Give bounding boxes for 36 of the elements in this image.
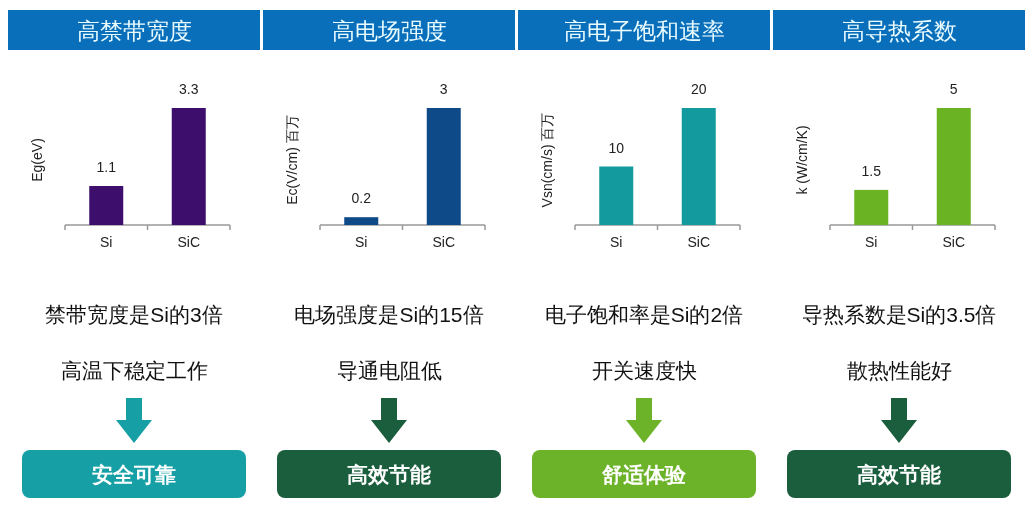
text: 散热性能好: [846, 359, 952, 382]
data-label: 3.3: [179, 81, 199, 97]
data-label: 10: [608, 139, 625, 156]
chart-title: 高电子饱和速率: [563, 18, 725, 44]
x-tick-label: Si: [355, 234, 368, 250]
text: 电子饱和率是Si的2倍: [544, 303, 744, 326]
data-label: 3: [439, 81, 448, 97]
y-axis-title: Vsn(cm/s) 百万: [539, 112, 555, 208]
data-label: 5: [949, 81, 958, 97]
text: 开关速度快: [591, 359, 697, 382]
text: 导通电阻低: [336, 359, 442, 382]
text: 高效节能: [347, 463, 431, 486]
y-axis-title: Ec(V/cm) 百万: [284, 115, 300, 205]
text: 电场强度是Si的15倍: [294, 303, 484, 326]
data-label: 1.1: [96, 159, 117, 175]
text: 安全可靠: [92, 463, 176, 486]
data-label: 20: [690, 81, 707, 97]
text: 高效节能: [857, 463, 941, 486]
y-axis-title: Eg(eV): [29, 138, 45, 182]
x-tick-label: Si: [100, 234, 113, 250]
x-tick-label: Si: [610, 234, 623, 250]
data-label: 1.5: [861, 162, 882, 179]
chart-title: 高电场强度: [331, 18, 447, 44]
x-tick-label: SiC: [177, 234, 201, 250]
x-tick-label: Si: [865, 234, 878, 250]
data-label: 0.2: [351, 190, 372, 207]
chart-title: 高导热系数: [841, 18, 957, 44]
text: 高温下稳定工作: [60, 359, 208, 382]
y-axis-title: k (W/cm/K): [794, 125, 810, 195]
text: 禁带宽度是Si的3倍: [45, 303, 223, 326]
x-tick-label: SiC: [687, 234, 711, 250]
x-tick-label: SiC: [942, 234, 966, 250]
chart-title: 高禁带宽度: [76, 18, 192, 44]
text: 导热系数是Si的3.5倍: [801, 303, 997, 326]
x-tick-label: SiC: [432, 234, 456, 250]
text: 舒适体验: [601, 463, 687, 486]
